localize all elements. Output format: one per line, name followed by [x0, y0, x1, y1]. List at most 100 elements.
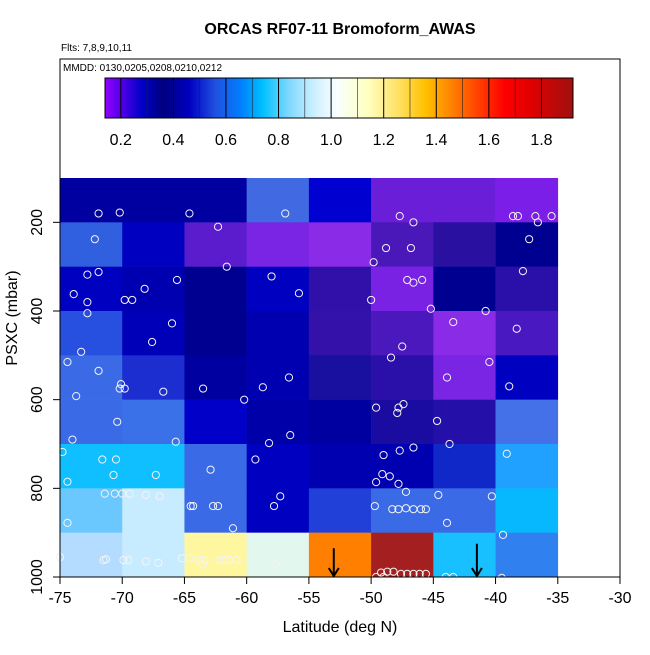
colorbar-tick-label: 0.2: [110, 132, 132, 149]
sample-point: [94, 267, 103, 277]
sample-point: [83, 270, 92, 279]
heatmap-cell: [184, 488, 247, 533]
heatmap-cell: [433, 178, 496, 223]
heatmap-cell: [60, 532, 123, 578]
sample-point: [140, 284, 149, 293]
sample-point: [432, 416, 442, 426]
heatmap-cell: [246, 266, 310, 312]
sample-point: [442, 373, 452, 382]
colorbar-tick-label: 1.0: [320, 132, 342, 149]
heatmap-cell: [184, 532, 247, 578]
x-tick-label: -50: [360, 590, 383, 607]
sample-point: [386, 353, 396, 362]
sample-point: [369, 258, 378, 267]
sample-point: [186, 501, 195, 511]
heatmap-cell: [184, 355, 247, 400]
sample-point: [228, 524, 238, 533]
colorbar: 0.2 0.4 0.6 0.8 1.0 1.2 1.4 1.6 1.8: [104, 77, 574, 149]
heatmap-cell: [184, 311, 247, 356]
colorbar-tick-label: 0.8: [267, 132, 289, 149]
heatmap-cell: [495, 399, 559, 445]
heatmap-cell: [184, 266, 247, 312]
heatmap-cell: [122, 532, 185, 578]
sample-point: [415, 569, 424, 579]
sample-point: [508, 212, 518, 221]
sample-point: [111, 455, 121, 464]
sample-point: [421, 569, 430, 579]
heatmap-cell: [495, 266, 559, 312]
colorbar-tick-label: 1.8: [530, 132, 552, 149]
y-tick-label: 400: [29, 298, 46, 325]
heatmap-cell: [122, 355, 185, 400]
sample-point: [371, 403, 381, 412]
sample-point: [388, 505, 397, 514]
sample-point: [367, 295, 376, 305]
sample-point: [101, 555, 111, 564]
sample-point: [385, 472, 394, 481]
heatmap-cell: [246, 311, 310, 356]
heatmap-cell: [246, 222, 310, 267]
heatmap-cell: [246, 444, 310, 489]
sample-point: [395, 212, 404, 221]
heatmap-cell: [308, 355, 372, 400]
sample-point: [232, 556, 241, 565]
y-axis: 200 400 600 800 1000: [29, 209, 61, 595]
sample-point: [389, 567, 398, 576]
x-tick-label: -30: [608, 590, 631, 607]
sample-point: [395, 446, 404, 455]
sample-point: [281, 209, 290, 218]
heatmap-cell: [308, 178, 372, 223]
x-axis-label: Latitude (deg N): [283, 619, 398, 636]
heatmap-cell: [246, 532, 310, 578]
x-tick-label: -45: [422, 590, 445, 607]
sample-point: [208, 501, 218, 511]
sample-point: [63, 518, 72, 528]
y-tick-label: 1000: [29, 559, 46, 595]
colorbar-gradient: [105, 78, 573, 118]
sample-point: [416, 505, 425, 514]
sample-point: [383, 567, 392, 576]
heatmap-cell: [60, 355, 123, 400]
heatmap-cell: [495, 355, 559, 400]
sample-point: [396, 569, 406, 579]
y-tick-label: 800: [29, 475, 46, 502]
heatmap-cell: [495, 222, 559, 267]
sample-point: [269, 501, 279, 511]
sample-point: [258, 383, 267, 392]
sample-point: [426, 304, 435, 313]
heatmap-cell: [122, 266, 185, 312]
heatmap-cell: [60, 222, 123, 267]
sample-point: [251, 455, 260, 464]
sample-point: [206, 465, 215, 474]
heatmap-cell: [246, 355, 310, 400]
heatmap-cell: [371, 266, 434, 312]
sample-point: [159, 387, 168, 396]
sample-point: [94, 366, 103, 375]
sample-point: [113, 417, 122, 426]
y-axis-label: PSXC (mbar): [4, 270, 21, 365]
sample-point: [83, 309, 92, 318]
sample-point: [213, 501, 223, 511]
heatmap-cell: [122, 488, 185, 533]
heatmap-cell: [246, 488, 310, 533]
sample-point: [498, 530, 508, 539]
heatmap-cell: [371, 178, 434, 223]
sample-point: [401, 487, 411, 496]
sample-point: [378, 470, 387, 479]
sample-point: [119, 556, 128, 565]
heatmap-cell: [184, 444, 247, 489]
sample-point: [409, 569, 418, 579]
sample-point: [449, 317, 458, 327]
sample-point: [394, 479, 403, 488]
sample-point: [154, 558, 163, 567]
sample-point: [199, 384, 208, 393]
heatmap-cell: [60, 178, 123, 223]
heatmap-cell: [308, 532, 372, 578]
heatmap-cell: [371, 355, 434, 400]
y-tick-label: 200: [29, 209, 46, 236]
sample-point: [128, 295, 137, 305]
heatmap-cell: [495, 488, 559, 533]
heatmap-cell: [433, 532, 496, 578]
sample-point: [381, 243, 391, 253]
sample-point: [497, 573, 506, 582]
